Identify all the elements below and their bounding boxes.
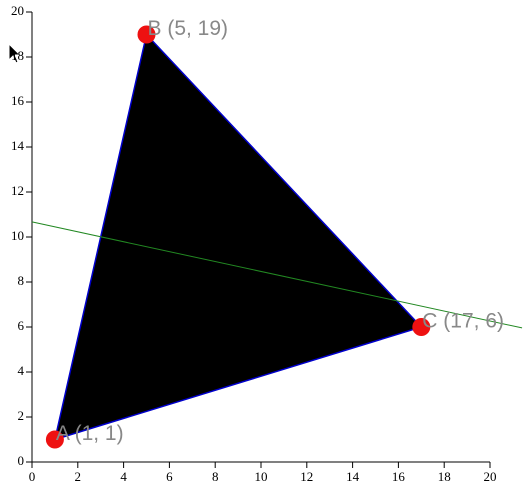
- x-tick-label: 8: [212, 469, 219, 484]
- y-tick-label: 12: [11, 183, 24, 198]
- y-tick-label: 18: [11, 48, 24, 63]
- x-tick-label: 10: [255, 469, 268, 484]
- point-label: A (1, 1): [56, 422, 124, 445]
- x-tick-label: 20: [484, 469, 497, 484]
- x-tick-label: 12: [300, 469, 313, 484]
- y-tick-label: 2: [18, 408, 25, 423]
- y-tick-label: 0: [18, 453, 25, 468]
- x-tick-label: 2: [75, 469, 82, 484]
- x-tick-label: 4: [120, 469, 127, 484]
- y-tick-label: 14: [11, 138, 25, 153]
- point-label: B (5, 19): [148, 17, 229, 40]
- point-label: C (17, 6): [422, 310, 504, 333]
- cursor: [8, 42, 22, 64]
- x-tick-label: 0: [29, 469, 36, 484]
- x-tick-label: 16: [392, 469, 406, 484]
- y-tick-label: 20: [11, 3, 24, 18]
- point: [45, 430, 64, 449]
- line: [31, 221, 523, 329]
- triangle: [53, 32, 423, 441]
- y-tick-label: 10: [11, 228, 24, 243]
- y-tick-label: 16: [11, 93, 25, 108]
- point: [137, 25, 156, 44]
- point: [412, 318, 431, 336]
- x-tick-label: 14: [346, 469, 360, 484]
- y-tick-label: 8: [18, 273, 25, 288]
- x-tick-label: 6: [166, 469, 173, 484]
- y-tick-label: 6: [18, 318, 25, 333]
- x-tick-label: 18: [438, 469, 451, 484]
- y-tick-label: 4: [18, 363, 25, 378]
